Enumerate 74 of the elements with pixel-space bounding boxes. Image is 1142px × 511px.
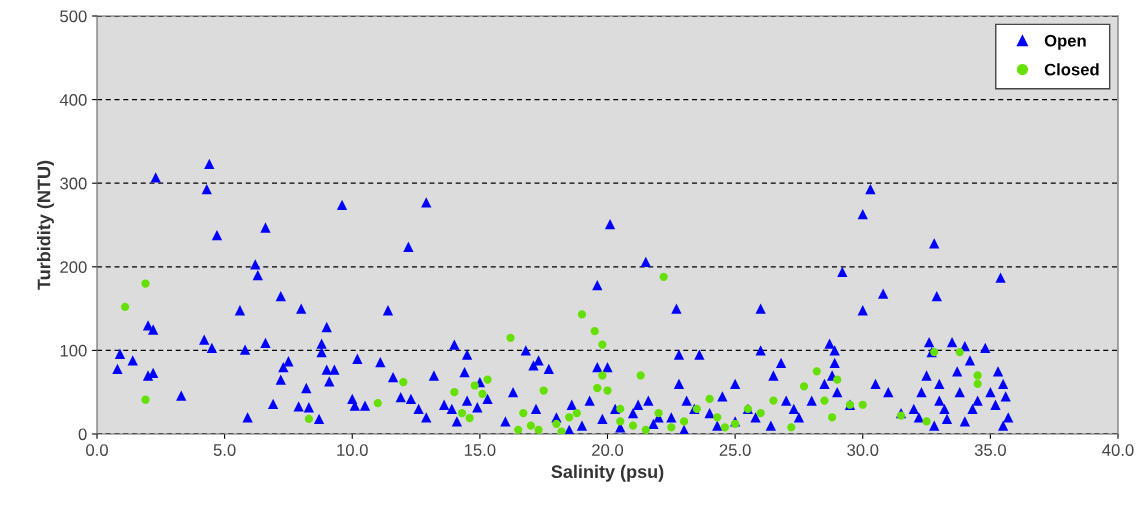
point bbox=[756, 408, 765, 418]
point bbox=[478, 389, 487, 398]
point bbox=[557, 427, 566, 434]
y-tick-label: 500 bbox=[60, 10, 87, 23]
point bbox=[833, 375, 842, 384]
point bbox=[820, 396, 829, 405]
y-axis-title: Turbidity (NTU) bbox=[37, 160, 54, 290]
point bbox=[930, 347, 939, 357]
x-tick-label: 5.0 bbox=[213, 444, 236, 456]
point bbox=[641, 425, 650, 434]
point bbox=[720, 423, 730, 432]
y-tick-label: 400 bbox=[59, 94, 87, 106]
point bbox=[713, 413, 722, 422]
point bbox=[628, 421, 638, 430]
x-tick-label: 15.0 bbox=[464, 444, 496, 456]
point bbox=[304, 414, 313, 424]
point bbox=[769, 396, 778, 405]
point bbox=[973, 379, 982, 388]
point bbox=[659, 272, 668, 281]
point bbox=[679, 417, 689, 426]
point bbox=[636, 371, 645, 380]
point bbox=[577, 310, 587, 319]
x-tick-label: 35.0 bbox=[974, 444, 1006, 456]
point bbox=[787, 423, 796, 432]
x-tick-label: 10.0 bbox=[337, 444, 368, 456]
point bbox=[705, 394, 714, 403]
point bbox=[667, 423, 676, 432]
point bbox=[399, 378, 408, 387]
point bbox=[858, 400, 867, 409]
x-tick-label: 20.0 bbox=[592, 444, 624, 456]
x-tick-label: 25.0 bbox=[719, 444, 751, 456]
point bbox=[506, 333, 515, 342]
y-tick-label: 100 bbox=[60, 344, 87, 357]
legend-label: Open bbox=[1044, 34, 1086, 50]
x-axis-title: Salinity (psu) bbox=[551, 464, 664, 482]
y-tick-label: 300 bbox=[60, 177, 87, 190]
x-tick-label: 30.0 bbox=[847, 444, 879, 456]
point bbox=[565, 413, 574, 422]
legend-label: Closed bbox=[1044, 63, 1099, 76]
point bbox=[457, 408, 467, 418]
x-tick-label: 0.0 bbox=[86, 444, 108, 456]
point bbox=[141, 279, 150, 288]
point bbox=[828, 413, 837, 422]
point bbox=[598, 371, 607, 380]
x-tick-label: 40.0 bbox=[1102, 444, 1134, 456]
point bbox=[465, 414, 474, 423]
point bbox=[799, 382, 809, 391]
point bbox=[552, 419, 561, 429]
point bbox=[539, 386, 548, 395]
point bbox=[922, 417, 931, 426]
point bbox=[812, 367, 821, 376]
point bbox=[616, 417, 625, 426]
point bbox=[526, 421, 536, 430]
point bbox=[593, 383, 602, 393]
point bbox=[514, 425, 523, 434]
y-tick-label: 0 bbox=[78, 428, 87, 441]
point bbox=[973, 371, 982, 380]
point bbox=[598, 340, 607, 349]
point bbox=[616, 404, 625, 414]
point bbox=[141, 395, 150, 404]
point bbox=[120, 302, 130, 312]
point bbox=[373, 398, 382, 408]
point bbox=[603, 386, 612, 395]
point bbox=[654, 408, 663, 418]
point bbox=[955, 347, 964, 357]
point bbox=[519, 408, 528, 418]
y-tick-label: 200 bbox=[60, 261, 87, 273]
point bbox=[483, 375, 492, 384]
point bbox=[450, 388, 459, 397]
point bbox=[590, 327, 599, 336]
point bbox=[896, 411, 906, 420]
point bbox=[470, 381, 479, 390]
point bbox=[572, 408, 581, 418]
point bbox=[534, 425, 543, 434]
